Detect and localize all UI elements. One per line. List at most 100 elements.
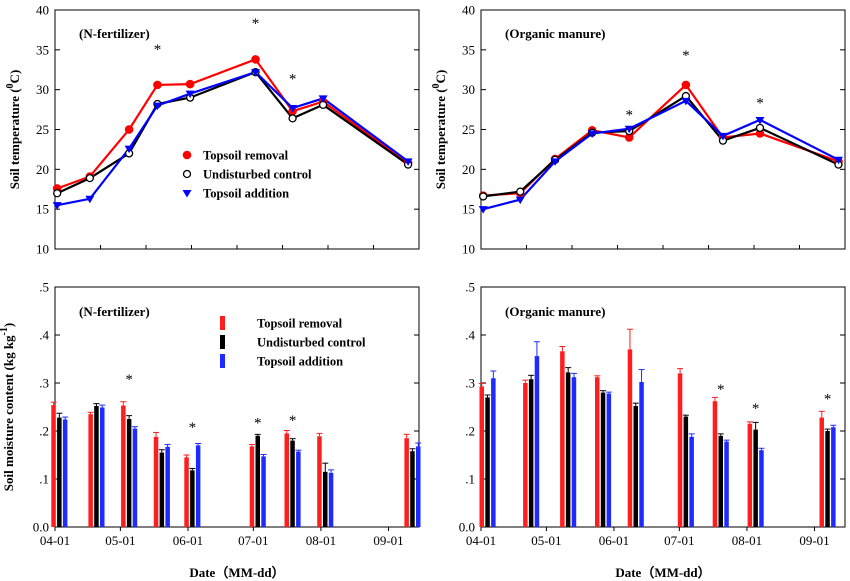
bar	[718, 435, 723, 527]
data-point	[182, 190, 192, 198]
bar	[57, 417, 62, 527]
bar	[62, 419, 68, 527]
data-point	[251, 55, 260, 64]
data-point	[152, 102, 162, 111]
bar	[249, 446, 255, 527]
data-point	[185, 79, 195, 89]
legend-swatch	[220, 316, 225, 330]
bar	[126, 419, 132, 527]
bar	[165, 446, 170, 527]
data-point	[251, 69, 261, 77]
bar	[825, 431, 830, 527]
y-tick-label: 10	[462, 242, 475, 257]
significance-star: *	[682, 48, 690, 64]
y-tick-label: 35	[36, 42, 49, 57]
bar	[416, 446, 421, 527]
y-axis-label: Soil moisture content (kg kg-1)	[0, 323, 16, 491]
data-point	[124, 145, 134, 154]
y-axis-label: Soil temperature (0C)	[431, 70, 448, 190]
x-axis-label: Date（MM-dd）	[615, 565, 710, 580]
x-tick-label: 07-01	[238, 533, 268, 548]
bar	[677, 373, 683, 527]
bar	[296, 451, 301, 527]
bar	[121, 405, 126, 527]
bar	[831, 427, 836, 527]
bar	[261, 456, 266, 527]
data-point	[550, 158, 560, 166]
significance-star: *	[752, 401, 760, 417]
legend-label: Topsoil addition	[203, 187, 289, 201]
bar	[153, 436, 159, 527]
moist-o-panel: 0.0 .1 .2 .3 .4 .5 04-01 05-01 06-01 07-01 08-01 09…	[459, 280, 846, 580]
y-tick-label: 20	[36, 162, 49, 177]
bar	[184, 457, 189, 527]
y-axis-label: Soil temperature (0C)	[5, 70, 22, 190]
y-tick-label: .1	[39, 472, 49, 487]
x-tick-label: 04-01	[40, 533, 70, 548]
y-tick-label: .2	[465, 424, 475, 439]
bar	[571, 377, 577, 527]
legend-swatch	[220, 354, 225, 368]
significance-star: *	[824, 391, 832, 407]
bar	[600, 392, 606, 527]
data-point	[288, 114, 297, 123]
panel-label: (N-fertilizer)	[79, 304, 150, 319]
x-tick-label: 07-01	[664, 533, 694, 548]
y-tick-label: .5	[39, 280, 49, 295]
panel-label: (Organic manure)	[505, 26, 606, 41]
bar	[328, 472, 334, 527]
bar	[560, 351, 565, 527]
bar	[190, 470, 195, 527]
x-tick-label: 06-01	[173, 533, 203, 548]
bar	[523, 383, 528, 527]
legend-swatch	[220, 335, 225, 349]
data-point	[124, 125, 134, 134]
legend-label: Topsoil removal	[257, 317, 343, 331]
bar	[491, 378, 496, 527]
bar	[627, 349, 633, 527]
significance-star: *	[252, 16, 260, 32]
x-axis-label: Date（MM-dd）	[189, 565, 284, 580]
y-tick-label: 25	[462, 122, 475, 137]
y-tick-label: 35	[462, 42, 475, 57]
bar	[633, 406, 638, 527]
bar	[606, 393, 612, 527]
y-tick-label: .2	[39, 424, 49, 439]
bar	[639, 382, 644, 527]
y-tick-label: .3	[39, 376, 49, 391]
x-tick-label: 09-01	[373, 533, 403, 548]
data-point	[624, 125, 634, 134]
bar	[51, 405, 56, 527]
y-tick-label: 15	[462, 202, 475, 217]
bar	[132, 428, 138, 527]
x-tick-label: 05-01	[531, 533, 561, 548]
bar	[712, 401, 718, 527]
y-tick-label: 15	[36, 202, 49, 217]
bar	[565, 372, 571, 527]
x-tick-label: 08-01	[306, 533, 336, 548]
data-point	[755, 116, 765, 125]
bar	[195, 445, 201, 527]
data-point	[515, 196, 525, 205]
bar	[284, 433, 289, 527]
x-tick-label: 08-01	[732, 533, 762, 548]
significance-star: *	[756, 96, 764, 112]
bar	[724, 441, 729, 527]
bar	[683, 416, 689, 527]
moist-n-panel: 0.0 .1 .2 .3 .4 .5 04-01 05-01 06-01 07-01 08-01 09…	[0, 280, 422, 580]
significance-star: *	[289, 72, 297, 88]
y-tick-label: 40	[36, 3, 49, 18]
bar	[317, 436, 322, 527]
bar	[100, 407, 105, 527]
bar	[534, 356, 540, 527]
significance-star: *	[625, 108, 633, 124]
x-tick-label: 05-01	[105, 533, 135, 548]
y-tick-label: 0.0	[33, 520, 49, 535]
data-point	[833, 156, 843, 165]
bar	[290, 440, 295, 527]
significance-star: *	[154, 42, 162, 58]
panel-label: (N-fertilizer)	[79, 26, 150, 41]
data-point	[182, 169, 192, 179]
significance-star: *	[289, 413, 297, 429]
x-tick-label: 04-01	[466, 533, 496, 548]
